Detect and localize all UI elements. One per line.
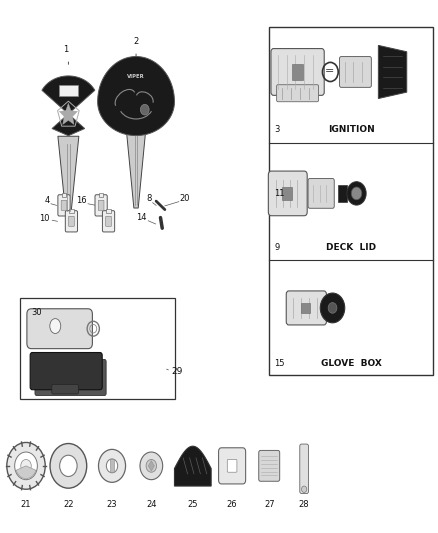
Circle shape [301, 486, 307, 492]
FancyBboxPatch shape [219, 448, 246, 484]
Text: 23: 23 [107, 500, 117, 510]
Bar [106, 209, 111, 213]
FancyBboxPatch shape [259, 450, 280, 481]
Circle shape [320, 293, 345, 323]
FancyBboxPatch shape [339, 56, 371, 87]
Bar [292, 64, 303, 80]
Circle shape [99, 449, 126, 482]
Bar [69, 209, 74, 213]
Text: 28: 28 [299, 500, 310, 510]
Circle shape [140, 452, 162, 480]
FancyBboxPatch shape [27, 309, 92, 349]
FancyBboxPatch shape [69, 216, 74, 227]
Text: 25: 25 [187, 500, 198, 510]
Circle shape [146, 459, 156, 472]
Text: IGNITION: IGNITION [328, 125, 374, 134]
FancyBboxPatch shape [300, 444, 308, 494]
Text: 20: 20 [180, 194, 190, 203]
FancyBboxPatch shape [227, 459, 237, 472]
Bar [338, 185, 347, 202]
Text: =: = [325, 67, 334, 76]
Text: 10: 10 [39, 214, 49, 223]
FancyBboxPatch shape [308, 179, 334, 208]
Wedge shape [16, 466, 36, 479]
Text: 11: 11 [275, 189, 285, 198]
Text: DECK  LID: DECK LID [326, 244, 376, 252]
FancyBboxPatch shape [65, 211, 78, 232]
Bar [59, 85, 78, 96]
Text: 27: 27 [264, 500, 275, 510]
Text: 29: 29 [172, 367, 183, 376]
Text: 1: 1 [64, 45, 69, 54]
Polygon shape [42, 76, 95, 136]
Text: 14: 14 [137, 213, 147, 222]
Text: 26: 26 [227, 500, 237, 510]
Polygon shape [58, 136, 79, 213]
Circle shape [106, 459, 118, 473]
Circle shape [328, 303, 337, 313]
FancyBboxPatch shape [268, 171, 307, 216]
Polygon shape [127, 131, 146, 208]
Text: 24: 24 [146, 500, 156, 510]
Circle shape [347, 182, 366, 205]
Text: 9: 9 [275, 244, 280, 252]
FancyBboxPatch shape [277, 85, 318, 102]
Bar [62, 193, 66, 197]
Text: 21: 21 [21, 500, 31, 510]
Text: 16: 16 [77, 196, 87, 205]
Polygon shape [98, 56, 174, 135]
Polygon shape [378, 45, 407, 99]
Circle shape [351, 187, 362, 200]
FancyBboxPatch shape [98, 200, 104, 211]
Ellipse shape [50, 319, 61, 334]
Text: 8: 8 [146, 194, 151, 203]
FancyBboxPatch shape [95, 195, 107, 216]
FancyBboxPatch shape [106, 216, 111, 227]
Bar [20, 298, 175, 399]
Circle shape [7, 442, 45, 489]
FancyBboxPatch shape [58, 195, 70, 216]
Polygon shape [174, 446, 211, 486]
Polygon shape [59, 103, 78, 124]
Circle shape [50, 443, 87, 488]
Circle shape [21, 459, 31, 472]
FancyBboxPatch shape [35, 359, 106, 395]
FancyBboxPatch shape [286, 291, 326, 325]
Text: 15: 15 [275, 359, 285, 368]
Text: 30: 30 [31, 308, 42, 317]
FancyBboxPatch shape [102, 211, 115, 232]
FancyBboxPatch shape [30, 352, 102, 390]
Bar [110, 459, 114, 472]
FancyBboxPatch shape [52, 384, 78, 394]
Text: 3: 3 [275, 125, 280, 134]
Text: 2: 2 [134, 37, 139, 46]
Text: VIPER: VIPER [127, 74, 145, 79]
Bar [301, 303, 310, 313]
Bar [99, 193, 103, 197]
Bar [283, 187, 292, 200]
Text: 22: 22 [63, 500, 74, 510]
Text: 4: 4 [44, 196, 49, 205]
Circle shape [14, 452, 37, 480]
FancyBboxPatch shape [271, 49, 324, 95]
Circle shape [141, 104, 149, 115]
Circle shape [60, 455, 77, 477]
Polygon shape [148, 461, 154, 471]
FancyBboxPatch shape [61, 200, 67, 211]
Bar [269, 27, 433, 375]
Text: GLOVE  BOX: GLOVE BOX [321, 359, 381, 368]
